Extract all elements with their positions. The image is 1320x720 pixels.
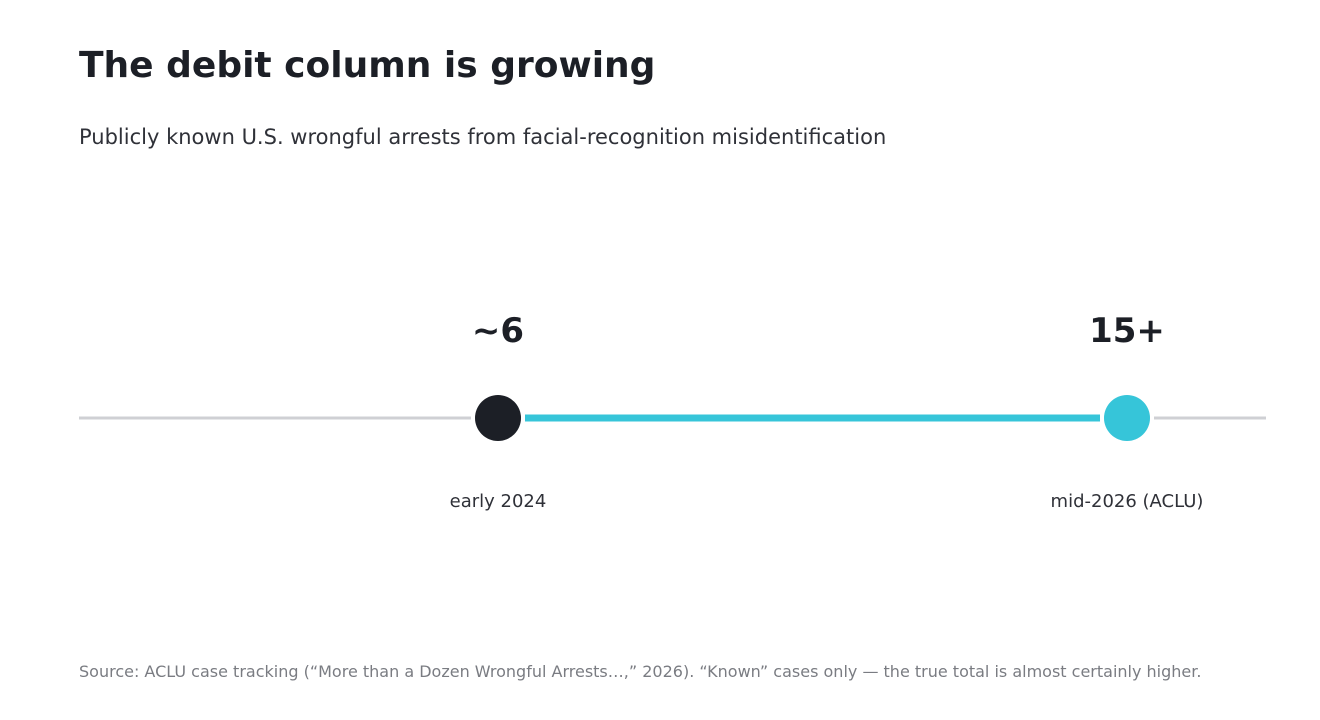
value-label-1: ~6: [472, 311, 524, 351]
source-note: Source: ACLU case tracking (“More than a…: [79, 662, 1202, 681]
chart-title: The debit column is growing: [79, 45, 656, 86]
data-point-1: [475, 395, 521, 441]
x-tick-label-1: early 2024: [450, 491, 547, 512]
chart-subtitle: Publicly known U.S. wrongful arrests fro…: [79, 125, 887, 149]
value-label-2: 15+: [1089, 311, 1165, 351]
data-points: ~6 early 2024 15+ mid-2026 (ACLU): [450, 311, 1204, 512]
x-tick-label-2: mid-2026 (ACLU): [1051, 491, 1204, 512]
data-point-2: [1104, 395, 1150, 441]
